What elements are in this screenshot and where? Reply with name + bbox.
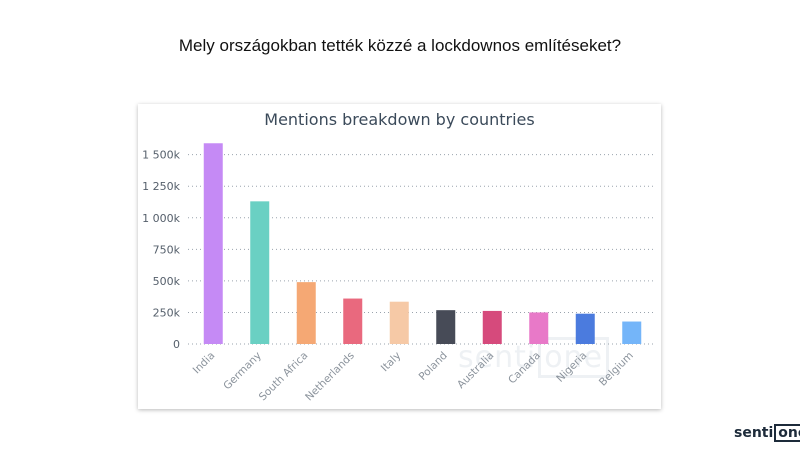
y-tick-label: 1 500k — [142, 149, 180, 162]
watermark-prefix: senti — [458, 340, 537, 375]
sentione-watermark: senti one — [458, 337, 610, 378]
chart-title: Mentions breakdown by countries — [264, 110, 535, 129]
bar-netherlands — [343, 298, 363, 344]
x-tick-label: Canada — [506, 350, 543, 387]
x-tick-label: Italy — [379, 350, 404, 375]
y-tick-label: 1 250k — [142, 180, 180, 193]
y-tick-label: 1 000k — [142, 212, 180, 225]
bar-canada — [529, 312, 549, 344]
bar-australia — [482, 310, 502, 344]
brand-boxed: one — [774, 424, 800, 442]
bar-poland — [436, 310, 456, 344]
bar-chart: 0 250k 500k 750k 1 000k 1 250k 1 500k India Germ… — [142, 143, 653, 404]
bar-germany — [250, 201, 270, 344]
y-tick-label: 750k — [153, 243, 181, 256]
y-tick-label: 0 — [173, 338, 180, 351]
bar-belgium — [622, 321, 642, 344]
bar-india — [203, 143, 223, 344]
y-tick-label: 250k — [153, 306, 181, 319]
y-tick-label: 500k — [153, 275, 181, 288]
x-tick-label: Belgium — [597, 350, 636, 389]
bar-italy — [389, 301, 409, 344]
chart-card: senti one Mentions breakdown by countries… — [138, 104, 661, 409]
x-tick-label: Netherlands — [303, 350, 357, 404]
x-tick-label: Germany — [221, 350, 264, 393]
bar-nigeria — [575, 313, 595, 344]
brand-prefix: senti — [734, 425, 774, 441]
x-tick-label: Australia — [455, 350, 496, 391]
x-tick-label: Poland — [417, 350, 450, 383]
watermark-boxed: one — [538, 337, 610, 378]
x-tick-label: India — [191, 350, 218, 377]
slide-title: Mely országokban tették közzé a lockdown… — [178, 36, 622, 55]
bar-south-africa — [296, 282, 316, 344]
x-tick-label: Nigeria — [554, 350, 589, 385]
